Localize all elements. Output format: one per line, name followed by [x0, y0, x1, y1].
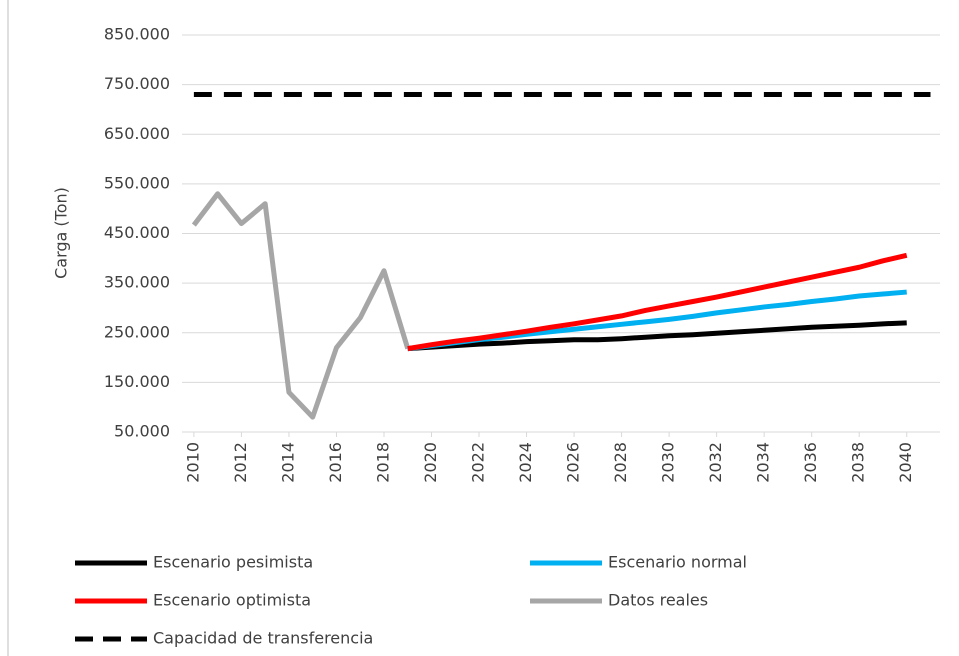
- y-tick-label: 650.000: [104, 124, 170, 143]
- x-tick-label: 2034: [754, 442, 773, 483]
- legend-label: Escenario normal: [608, 553, 747, 572]
- x-tick-label: 2014: [278, 442, 297, 483]
- x-tick-label: 2022: [469, 442, 488, 483]
- x-tick-label: 2036: [801, 442, 820, 483]
- x-tick-label: 2030: [659, 442, 678, 483]
- x-tick-label: 2026: [564, 442, 583, 483]
- x-tick-label: 2032: [706, 442, 725, 483]
- x-tick-label: 2018: [373, 442, 392, 483]
- legend-label: Escenario optimista: [153, 591, 311, 610]
- y-tick-label: 150.000: [104, 372, 170, 391]
- x-tick-label: 2028: [611, 442, 630, 483]
- x-tick-label: 2012: [231, 442, 250, 483]
- y-tick-label: 250.000: [104, 322, 170, 341]
- series-line: [191, 191, 411, 420]
- x-tick-label: 2038: [849, 442, 868, 483]
- x-tick-label: 2040: [896, 442, 915, 483]
- legend-label: Capacidad de transferencia: [153, 629, 373, 648]
- legend-label: Datos reales: [608, 591, 708, 610]
- series-line: [407, 252, 908, 352]
- y-tick-label: 850.000: [104, 25, 170, 44]
- y-axis-label: Carga (Ton): [52, 187, 71, 279]
- x-tick-label: 2010: [183, 442, 202, 483]
- series-line: [407, 320, 907, 352]
- legend-label: Escenario pesimista: [153, 553, 313, 572]
- x-tick-label: 2016: [326, 442, 345, 483]
- y-tick-label: 450.000: [104, 223, 170, 242]
- y-tick-label: 550.000: [104, 173, 170, 192]
- x-tick-label: 2024: [516, 442, 535, 483]
- x-tick-label: 2020: [421, 442, 440, 483]
- y-tick-label: 50.000: [114, 422, 170, 441]
- y-tick-label: 350.000: [104, 273, 170, 292]
- y-tick-label: 750.000: [104, 74, 170, 93]
